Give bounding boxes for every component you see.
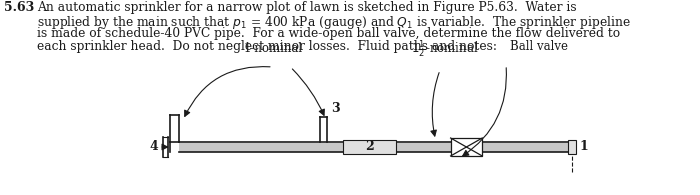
Text: 5.63: 5.63 bbox=[4, 1, 35, 14]
Text: Ball valve: Ball valve bbox=[510, 40, 568, 53]
Text: is made of schedule-40 PVC pipe.  For a wide-open ball valve, determine the flow: is made of schedule-40 PVC pipe. For a w… bbox=[37, 27, 620, 40]
Text: 4: 4 bbox=[150, 141, 158, 153]
Bar bbox=[568, 140, 576, 154]
Bar bbox=[451, 138, 482, 156]
Text: each sprinkler head.  Do not neglect minor losses.  Fluid paths and notes:: each sprinkler head. Do not neglect mino… bbox=[37, 40, 497, 53]
Text: 1: 1 bbox=[579, 141, 588, 153]
Text: $1\frac{1}{2}$-nominal: $1\frac{1}{2}$-nominal bbox=[411, 38, 478, 60]
Text: 3: 3 bbox=[331, 102, 340, 115]
Text: An automatic sprinkler for a narrow plot of lawn is sketched in Figure P5.63.  W: An automatic sprinkler for a narrow plot… bbox=[37, 1, 577, 14]
Text: 2: 2 bbox=[365, 141, 374, 153]
Bar bbox=[178, 143, 568, 152]
Bar bbox=[343, 140, 396, 154]
Text: 1-nominal: 1-nominal bbox=[244, 42, 302, 55]
Text: supplied by the main such that $p_1$ = 400 kPa (gauge) and $Q_1$ is variable.  T: supplied by the main such that $p_1$ = 4… bbox=[37, 14, 631, 31]
